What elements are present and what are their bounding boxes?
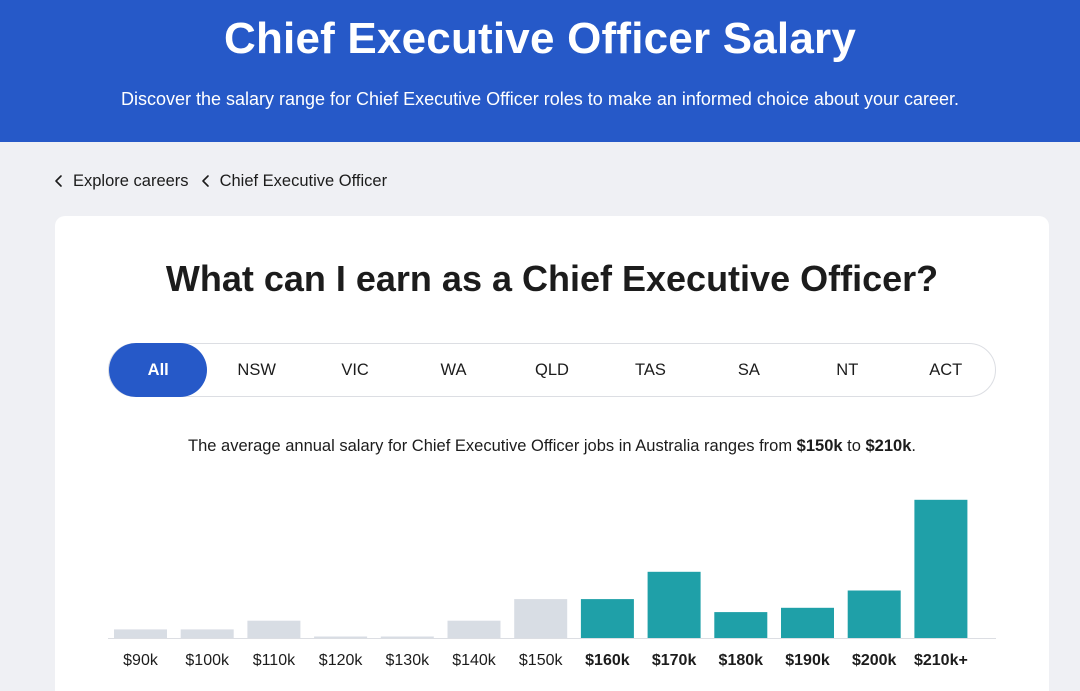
salary-bar[interactable] — [647, 571, 701, 638]
salary-bar-chart: $90k $100k $110k $120k $130k $140k $150k $160k $… — [108, 499, 996, 669]
tab-all[interactable]: All — [109, 343, 208, 397]
summary-middle: to — [842, 437, 866, 455]
tab-vic[interactable]: VIC — [341, 360, 369, 379]
x-tick-label: $150k — [519, 652, 564, 669]
tab-sa[interactable]: SA — [737, 360, 760, 379]
breadcrumb-explore-careers[interactable]: Explore careers — [54, 172, 189, 191]
salary-bar[interactable] — [514, 599, 568, 638]
x-tick-label: $100k — [185, 652, 230, 669]
x-tick-label: $110k — [253, 652, 296, 669]
tab-nt[interactable]: NT — [836, 360, 859, 379]
summary-suffix: . — [911, 437, 916, 455]
x-tick-label: $200k — [852, 652, 897, 669]
breadcrumb: Explore careers Chief Executive Officer — [54, 170, 387, 192]
salary-bar[interactable] — [847, 590, 901, 639]
x-tick-label: $120k — [319, 652, 364, 669]
page-header: Chief Executive Officer Salary Discover … — [0, 0, 1080, 142]
salary-bar[interactable] — [914, 499, 968, 638]
salary-bar[interactable] — [580, 599, 634, 638]
x-tick-label: $210k+ — [914, 652, 968, 669]
tab-tas[interactable]: TAS — [634, 360, 666, 379]
tab-qld[interactable]: QLD — [535, 360, 569, 379]
salary-bar[interactable] — [714, 612, 768, 638]
salary-bar[interactable] — [380, 636, 434, 639]
page-subtitle: Discover the salary range for Chief Exec… — [120, 89, 960, 109]
chevron-left-icon — [201, 175, 209, 187]
state-tabs: All NSW VIC WA QLD TAS SA NT ACT — [108, 343, 996, 397]
x-tick-label: $160k — [585, 652, 630, 669]
salary-bar[interactable] — [781, 607, 834, 638]
x-tick-label: $190k — [785, 652, 830, 669]
tab-wa[interactable]: WA — [440, 360, 467, 379]
breadcrumb-chief-executive-officer[interactable]: Chief Executive Officer — [201, 171, 388, 191]
x-tick-label: $140k — [452, 652, 497, 669]
salary-bar[interactable] — [314, 636, 368, 639]
summary-prefix: The average annual salary for Chief Exec… — [188, 437, 797, 455]
page-title: Chief Executive Officer Salary — [223, 14, 857, 63]
tab-act[interactable]: ACT — [929, 360, 963, 379]
salary-bar[interactable] — [447, 620, 501, 638]
x-tick-label: $180k — [719, 652, 764, 669]
tab-nsw[interactable]: NSW — [237, 360, 276, 379]
salary-summary: The average annual salary for Chief Exec… — [55, 437, 1049, 456]
x-tick-label: $170k — [652, 652, 697, 669]
chevron-left-icon — [55, 175, 62, 187]
summary-high: $210k — [865, 437, 912, 455]
x-tick-label: $90k — [123, 652, 159, 669]
x-tick-label: $130k — [386, 652, 431, 669]
breadcrumb-label: Chief Executive Officer — [219, 171, 388, 190]
salary-heading: What can I earn as a Chief Executive Off… — [165, 258, 939, 299]
salary-bar[interactable] — [180, 629, 234, 638]
salary-card: What can I earn as a Chief Executive Off… — [55, 216, 1049, 691]
salary-bar[interactable] — [114, 629, 167, 638]
summary-low: $150k — [796, 437, 843, 455]
breadcrumb-label: Explore careers — [73, 171, 189, 190]
salary-bar[interactable] — [247, 620, 301, 638]
